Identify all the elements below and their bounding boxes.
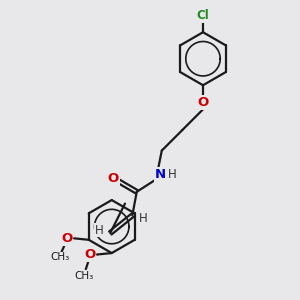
Text: O: O (84, 248, 95, 261)
Text: H: H (139, 212, 148, 225)
Text: O: O (61, 232, 72, 245)
Text: N: N (155, 168, 166, 181)
Text: H: H (95, 224, 103, 237)
Text: O: O (197, 96, 208, 110)
Text: H: H (168, 168, 176, 181)
Text: CH₃: CH₃ (75, 271, 94, 281)
Text: CH₃: CH₃ (51, 253, 70, 262)
Text: O: O (108, 172, 119, 185)
Text: Cl: Cl (196, 9, 209, 22)
